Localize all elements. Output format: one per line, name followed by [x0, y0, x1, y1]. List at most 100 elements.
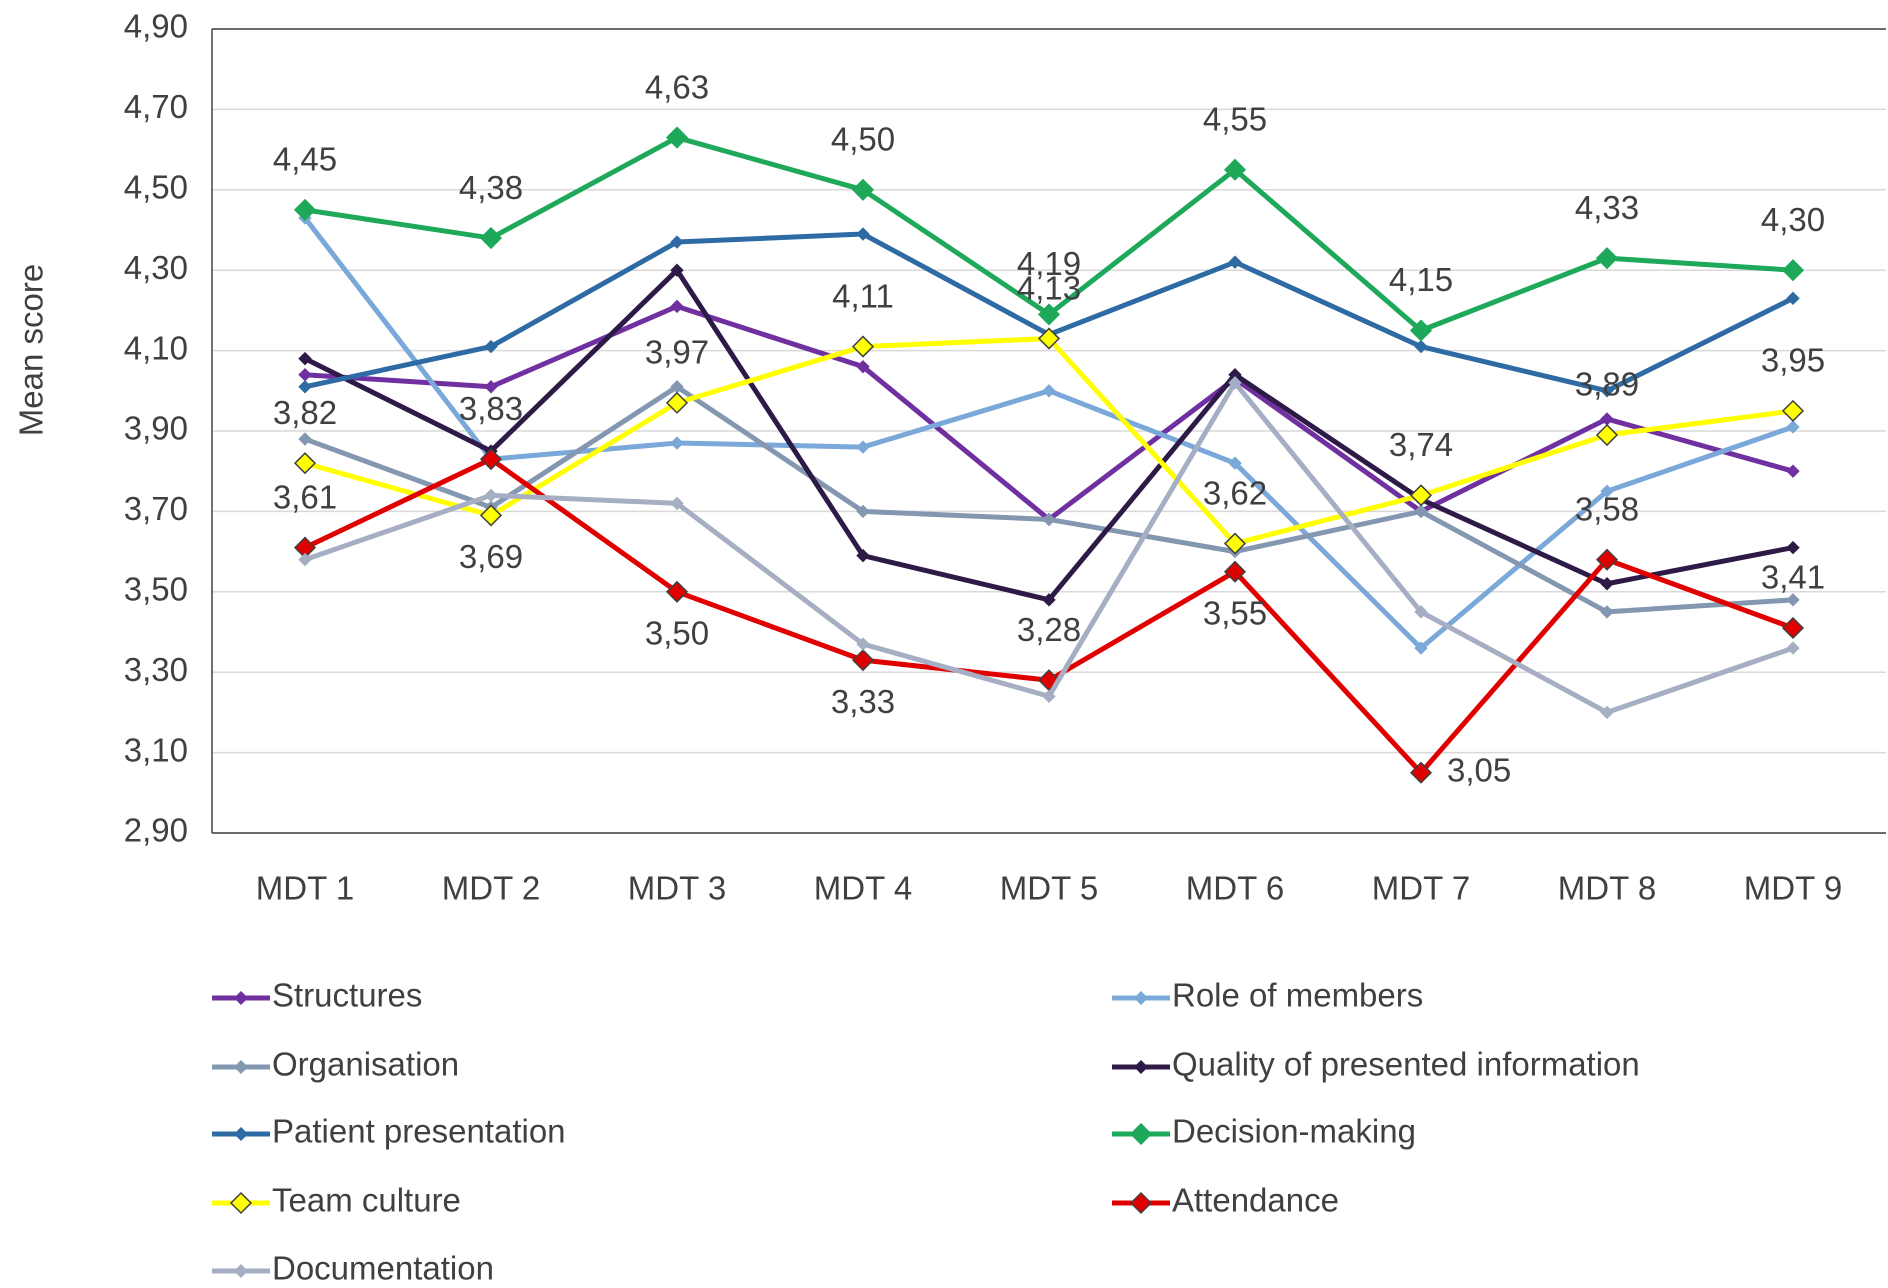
data-marker — [1409, 319, 1433, 342]
data-marker — [1414, 339, 1428, 354]
x-tick-label: MDT 1 — [256, 870, 354, 907]
legend-marker — [229, 1191, 253, 1215]
data-label: 4,19 — [1017, 245, 1081, 282]
data-marker — [479, 448, 503, 471]
data-marker — [1781, 259, 1805, 282]
data-marker — [856, 359, 870, 374]
data-marker — [1414, 504, 1428, 519]
data-label: 3,89 — [1575, 366, 1639, 403]
y-axis-title: Mean score — [13, 264, 50, 436]
y-tick-label: 4,90 — [124, 8, 188, 45]
data-label: 4,63 — [645, 68, 709, 105]
legend-marker — [233, 990, 249, 1006]
legend-marker — [233, 1126, 249, 1142]
data-marker — [1786, 593, 1800, 607]
y-tick-label: 3,10 — [124, 731, 188, 768]
data-marker — [484, 380, 498, 394]
data-label: 3,74 — [1389, 426, 1453, 463]
data-marker — [1042, 512, 1056, 527]
data-marker — [856, 440, 870, 454]
legend-marker — [1133, 1059, 1149, 1075]
data-label: 4,55 — [1203, 100, 1267, 137]
data-label: 3,83 — [459, 390, 523, 427]
data-label: 3,95 — [1761, 342, 1825, 379]
y-tick-label: 4,10 — [124, 329, 188, 366]
data-marker — [1786, 464, 1800, 478]
legend-label: Attendance — [1172, 1182, 1339, 1219]
x-tick-label: MDT 4 — [814, 870, 912, 907]
y-tick-label: 2,90 — [124, 812, 188, 849]
data-marker — [670, 436, 684, 450]
legend-label: Documentation — [272, 1250, 494, 1287]
data-marker — [665, 126, 689, 149]
data-marker — [856, 637, 870, 651]
data-marker — [484, 339, 498, 354]
data-marker — [1786, 540, 1800, 555]
data-marker — [293, 198, 317, 221]
y-tick-label: 4,50 — [124, 169, 188, 206]
legend-label: Decision-making — [1172, 1113, 1416, 1150]
data-marker — [1414, 605, 1428, 619]
data-marker — [298, 432, 312, 446]
y-tick-label: 3,90 — [124, 410, 188, 447]
data-label: 4,38 — [459, 169, 523, 206]
data-label: 3,97 — [645, 334, 709, 371]
x-tick-label: MDT 7 — [1372, 870, 1470, 907]
data-marker — [1037, 327, 1061, 350]
data-marker — [670, 263, 684, 277]
legend-marker — [233, 1059, 249, 1075]
data-label: 4,13 — [1017, 269, 1081, 306]
data-label: 3,28 — [1017, 611, 1081, 648]
x-tick-label: MDT 6 — [1186, 870, 1284, 907]
data-marker — [298, 552, 312, 567]
data-label: 4,15 — [1389, 261, 1453, 298]
data-marker — [856, 548, 870, 563]
y-tick-label: 4,70 — [124, 88, 188, 125]
y-tick-label: 4,30 — [124, 249, 188, 286]
legend-label: Quality of presented information — [1172, 1046, 1640, 1083]
data-marker — [484, 488, 498, 503]
legend-label: Role of members — [1172, 977, 1423, 1014]
data-marker — [665, 580, 689, 603]
data-label: 3,82 — [273, 394, 337, 431]
data-marker — [851, 178, 875, 201]
legend-label: Structures — [272, 977, 422, 1014]
data-marker — [298, 380, 312, 394]
data-label: 3,33 — [831, 683, 895, 720]
data-marker — [1409, 484, 1433, 507]
data-label: 3,50 — [645, 615, 709, 652]
data-marker — [1786, 291, 1800, 306]
data-marker — [1223, 158, 1247, 181]
y-tick-label: 3,50 — [124, 571, 188, 608]
data-label: 3,61 — [273, 478, 337, 515]
legend-marker — [1129, 1122, 1153, 1146]
data-label: 3,05 — [1447, 751, 1511, 788]
data-marker — [1037, 303, 1061, 326]
data-marker — [293, 452, 317, 475]
data-marker — [1600, 605, 1614, 619]
data-marker — [1228, 456, 1242, 470]
data-label: 4,30 — [1761, 201, 1825, 238]
data-marker — [1223, 560, 1247, 583]
x-tick-label: MDT 2 — [442, 870, 540, 907]
data-label: 4,33 — [1575, 189, 1639, 226]
data-marker — [1600, 577, 1614, 591]
data-marker — [851, 335, 875, 358]
data-marker — [856, 504, 870, 519]
data-marker — [851, 649, 875, 672]
x-tick-label: MDT 8 — [1558, 870, 1656, 907]
data-marker — [1228, 376, 1242, 390]
data-marker — [670, 496, 684, 511]
legend-marker — [233, 1263, 249, 1279]
data-marker — [1042, 384, 1056, 398]
data-marker — [1228, 255, 1242, 269]
data-marker — [298, 351, 312, 366]
data-marker — [1223, 532, 1247, 555]
data-label: 3,58 — [1575, 490, 1639, 527]
y-tick-label: 3,70 — [124, 490, 188, 527]
data-marker — [1042, 689, 1056, 704]
x-tick-label: MDT 9 — [1744, 870, 1842, 907]
legend-label: Organisation — [272, 1046, 459, 1083]
